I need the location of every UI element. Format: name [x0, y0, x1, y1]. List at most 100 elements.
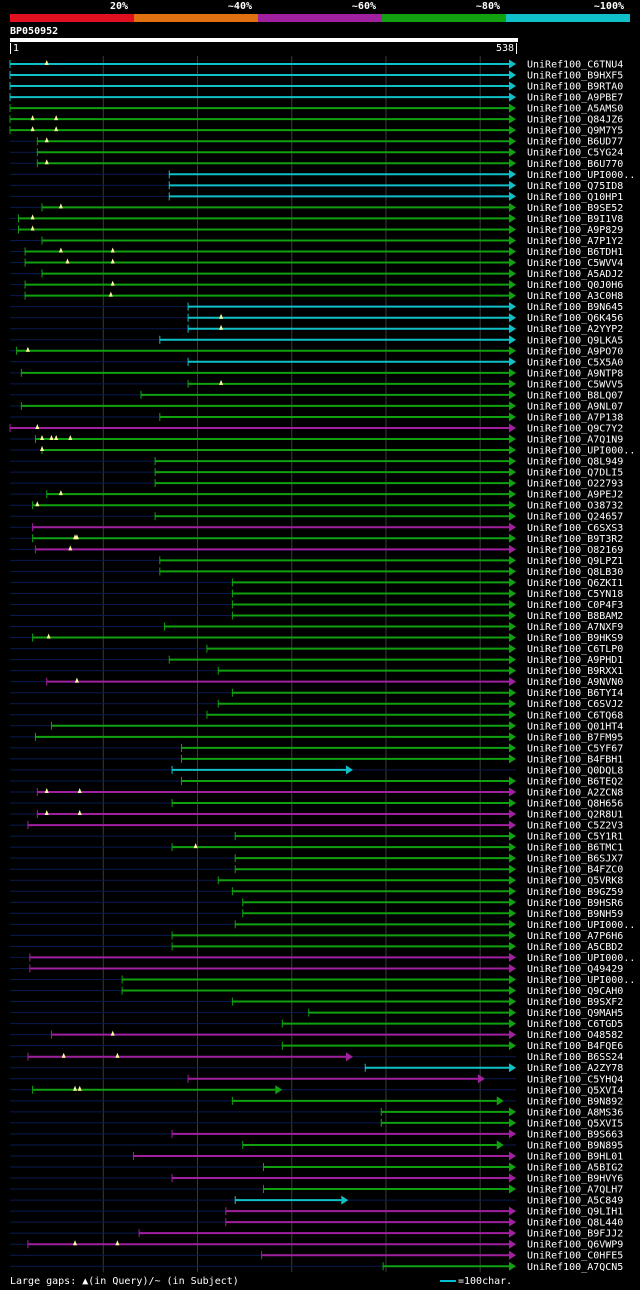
hit-label[interactable]: UniRef100_C5WVV4 [527, 258, 623, 269]
hit-label[interactable]: UniRef100_B9RTA0 [527, 82, 623, 93]
hit-label[interactable]: UniRef100_Q75ID8 [527, 181, 623, 192]
hit-label[interactable]: UniRef100_Q84JZ6 [527, 115, 623, 126]
hit-row[interactable]: UniRef100_Q49429 [10, 963, 623, 975]
hit-row[interactable]: UniRef100_B9HSR6 [10, 897, 623, 909]
hit-row[interactable]: UniRef100_B9HVY6 [10, 1173, 623, 1185]
hit-label[interactable]: UniRef100_A2ZY78 [527, 1063, 623, 1074]
hit-label[interactable]: UniRef100_B8LQ07 [527, 390, 623, 401]
hit-row[interactable]: UniRef100_Q7DLI5 [10, 467, 623, 479]
hit-label[interactable]: UniRef100_B6UD77 [527, 137, 623, 148]
hit-label[interactable]: UniRef100_C5YF67 [527, 743, 623, 754]
hit-row[interactable]: UniRef100_C0P4F3 [10, 599, 623, 611]
hit-row[interactable]: UniRef100_B9RTA0 [9, 81, 623, 93]
hit-row[interactable]: UniRef100_C5WVV4 [10, 258, 623, 269]
hit-row[interactable]: UniRef100_C0HFE5 [10, 1250, 623, 1262]
hit-label[interactable]: UniRef100_Q9MAH5 [527, 1008, 623, 1019]
hit-row[interactable]: UniRef100_Q9LIH1 [10, 1206, 623, 1218]
hit-label[interactable]: UniRef100_A9P829 [527, 225, 623, 236]
hit-label[interactable]: UniRef100_UPI000.. [527, 975, 635, 986]
hit-row[interactable]: UniRef100_Q01HT4 [10, 721, 623, 732]
hit-row[interactable]: UniRef100_C6TGD5 [10, 1019, 623, 1030]
hit-row[interactable]: UniRef100_A5BIG2 [10, 1162, 623, 1174]
hit-label[interactable]: UniRef100_C6TLP0 [527, 644, 623, 655]
hit-row[interactable]: UniRef100_Q2R8U1 [10, 809, 623, 821]
hit-label[interactable]: UniRef100_B9NH59 [527, 909, 623, 920]
hit-label[interactable]: UniRef100_Q8L440 [527, 1218, 623, 1229]
hit-row[interactable]: UniRef100_Q6ZKI1 [10, 577, 623, 589]
hit-row[interactable]: UniRef100_B4FZC0 [10, 864, 623, 876]
hit-row[interactable]: UniRef100_A7NXF9 [10, 622, 623, 633]
hit-row[interactable]: UniRef100_O38732 [10, 500, 623, 512]
hit-row[interactable]: UniRef100_Q0DQL8 [10, 765, 623, 776]
hit-row[interactable]: UniRef100_Q5XVI5 [10, 1118, 623, 1129]
hit-label[interactable]: UniRef100_A9NVN0 [527, 677, 623, 688]
hit-label[interactable]: UniRef100_Q9CAH0 [527, 986, 623, 997]
hit-label[interactable]: UniRef100_B9HXF5 [527, 71, 623, 82]
hit-row[interactable]: UniRef100_A7Q1N9 [10, 434, 623, 446]
hit-row[interactable]: UniRef100_B6UD77 [10, 136, 623, 148]
hit-row[interactable]: UniRef100_B4FQE6 [10, 1041, 623, 1052]
hit-label[interactable]: UniRef100_B6SJX7 [527, 854, 623, 865]
hit-row[interactable]: UniRef100_A9PBE7 [9, 92, 623, 104]
hit-row[interactable]: UniRef100_C5YG24 [10, 147, 623, 159]
hit-row[interactable]: UniRef100_Q75ID8 [10, 180, 623, 192]
hit-row[interactable]: UniRef100_B6SJX7 [10, 853, 623, 865]
hit-label[interactable]: UniRef100_B4FQE6 [527, 1041, 623, 1052]
hit-label[interactable]: UniRef100_Q8H656 [527, 799, 623, 810]
hit-row[interactable]: UniRef100_B6TYI4 [10, 688, 623, 699]
hit-row[interactable]: UniRef100_Q9M7Y5 [9, 126, 623, 137]
hit-row[interactable]: UniRef100_A2ZCN8 [10, 787, 623, 798]
hit-row[interactable]: UniRef100_C5Z2V3 [10, 820, 623, 832]
hit-row[interactable]: UniRef100_B9N895 [10, 1140, 623, 1151]
hit-label[interactable]: UniRef100_A9NTP8 [527, 368, 623, 379]
hit-label[interactable]: UniRef100_B9SXF2 [527, 997, 623, 1008]
hit-label[interactable]: UniRef100_B9I1V8 [527, 214, 623, 225]
hit-row[interactable]: UniRef100_B9I1V8 [10, 213, 623, 225]
hit-row[interactable]: UniRef100_UPI000.. [10, 952, 635, 964]
hit-label[interactable]: UniRef100_A5ADJ2 [527, 269, 623, 280]
hit-row[interactable]: UniRef100_C5Y1R1 [10, 831, 623, 843]
hit-row[interactable]: UniRef100_Q5VRK8 [10, 875, 623, 887]
hit-row[interactable]: UniRef100_Q8H656 [10, 798, 623, 810]
hit-label[interactable]: UniRef100_C6SVJ2 [527, 699, 623, 710]
hit-row[interactable]: UniRef100_A9PHD1 [10, 655, 623, 666]
hit-row[interactable]: UniRef100_B9FJJ2 [10, 1228, 623, 1240]
hit-label[interactable]: UniRef100_B9T3R2 [527, 534, 623, 545]
hit-label[interactable]: UniRef100_A7QLH7 [527, 1185, 623, 1196]
hit-row[interactable]: UniRef100_Q9C7Y2 [9, 423, 623, 434]
hit-row[interactable]: UniRef100_A9PEJ2 [10, 489, 623, 501]
hit-row[interactable]: UniRef100_A3C0H8 [10, 291, 623, 302]
hit-row[interactable]: UniRef100_Q9CAH0 [10, 986, 623, 997]
hit-label[interactable]: UniRef100_C0HFE5 [527, 1251, 623, 1262]
hit-label[interactable]: UniRef100_Q10HP1 [527, 192, 623, 203]
hit-label[interactable]: UniRef100_O48582 [527, 1030, 623, 1041]
hit-label[interactable]: UniRef100_B9HKS9 [527, 633, 623, 644]
hit-label[interactable]: UniRef100_Q2R8U1 [527, 810, 623, 821]
hit-row[interactable]: UniRef100_Q9LPZ1 [10, 555, 623, 567]
hit-row[interactable]: UniRef100_A8MS36 [10, 1107, 623, 1118]
hit-label[interactable]: UniRef100_B9HL01 [527, 1151, 623, 1162]
hit-label[interactable]: UniRef100_A8MS36 [527, 1107, 623, 1118]
hit-label[interactable]: UniRef100_C5X5A0 [527, 357, 623, 368]
hit-row[interactable]: UniRef100_B9GZ59 [10, 886, 623, 898]
hit-label[interactable]: UniRef100_Q6K456 [527, 313, 623, 324]
hit-row[interactable]: UniRef100_A9P829 [10, 224, 623, 236]
hit-label[interactable]: UniRef100_C6TQ68 [527, 710, 623, 721]
hit-label[interactable]: UniRef100_Q8LB30 [527, 567, 623, 578]
hit-label[interactable]: UniRef100_UPI000.. [527, 170, 635, 181]
hit-label[interactable]: UniRef100_B6TEQ2 [527, 776, 623, 787]
hit-label[interactable]: UniRef100_B4FZC0 [527, 865, 623, 876]
hit-label[interactable]: UniRef100_B9S663 [527, 1129, 623, 1140]
hit-row[interactable]: UniRef100_O22793 [10, 478, 623, 490]
hit-row[interactable]: UniRef100_C5WVV5 [10, 379, 623, 390]
hit-label[interactable]: UniRef100_A7NXF9 [527, 622, 623, 633]
hit-row[interactable]: UniRef100_A5CBD2 [10, 941, 623, 953]
hit-row[interactable]: UniRef100_A7QLH7 [10, 1184, 623, 1196]
hit-label[interactable]: UniRef100_Q9M7Y5 [527, 126, 623, 137]
hit-row[interactable]: UniRef100_C5YF67 [10, 743, 623, 754]
hit-label[interactable]: UniRef100_A7P6H6 [527, 931, 623, 942]
hit-label[interactable]: UniRef100_B9N892 [527, 1096, 623, 1107]
hit-label[interactable]: UniRef100_Q9C7Y2 [527, 423, 623, 434]
hit-row[interactable]: UniRef100_A9NL07 [10, 401, 623, 412]
hit-label[interactable]: UniRef100_B6TDH1 [527, 247, 623, 258]
